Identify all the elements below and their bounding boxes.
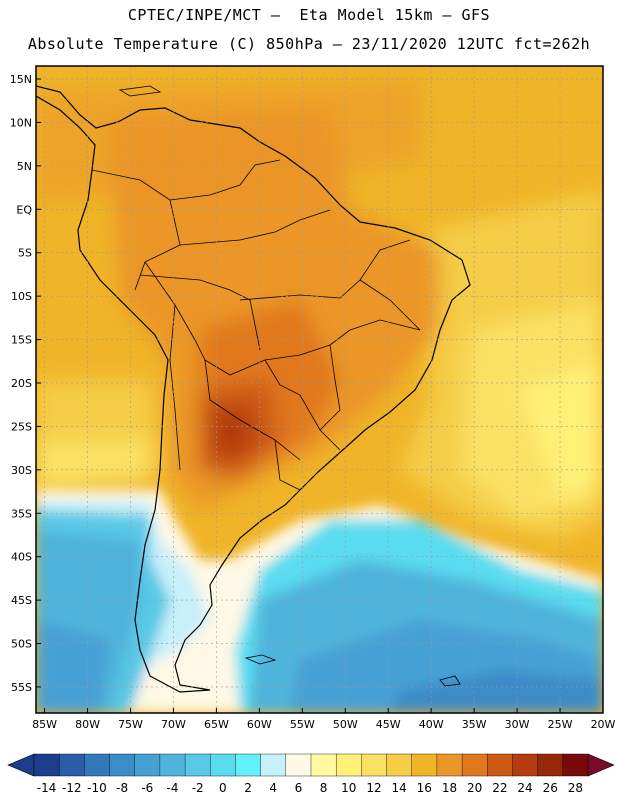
colorbar-swatch bbox=[361, 753, 388, 777]
south-america-coastline bbox=[36, 85, 471, 693]
temperature-field bbox=[36, 66, 603, 713]
lon-label: 65W bbox=[204, 718, 229, 731]
colorbar-label: 16 bbox=[417, 781, 432, 795]
lon-label: 35W bbox=[462, 718, 487, 731]
colorbar-swatch bbox=[134, 753, 161, 777]
country-borders bbox=[91, 159, 421, 491]
colorbar-label: 18 bbox=[442, 781, 457, 795]
colorbar-label: -12 bbox=[62, 781, 82, 795]
lon-label: 20W bbox=[591, 718, 616, 731]
lat-label: 10N bbox=[10, 116, 32, 129]
colorbar-swatch bbox=[461, 753, 488, 777]
lat-label: 55S bbox=[11, 681, 32, 694]
colorbar-label: -2 bbox=[192, 781, 204, 795]
colorbar-label: 20 bbox=[467, 781, 482, 795]
colorbar-label: 26 bbox=[543, 781, 558, 795]
lat-label: 25S bbox=[11, 420, 32, 433]
colorbar-label: 4 bbox=[269, 781, 277, 795]
colorbar-label: -10 bbox=[87, 781, 107, 795]
chart-title: CPTEC/INPE/MCT – Eta Model 15km – GFS bbox=[127, 6, 491, 24]
lat-label: EQ bbox=[16, 203, 32, 216]
colorbar-swatch bbox=[436, 753, 463, 777]
colorbar-swatch bbox=[235, 753, 262, 777]
colorbar-label: 28 bbox=[568, 781, 583, 795]
colorbar-label: -8 bbox=[116, 781, 128, 795]
colorbar-swatch bbox=[159, 753, 186, 777]
lon-label: 70W bbox=[161, 718, 186, 731]
colorbar-swatch bbox=[260, 753, 287, 777]
colorbar-label: 14 bbox=[391, 781, 406, 795]
lat-label: 45S bbox=[11, 594, 32, 607]
lon-label: 25W bbox=[548, 718, 573, 731]
colorbar-swatch bbox=[184, 753, 211, 777]
colorbar-swatch bbox=[386, 753, 413, 777]
colorbar-swatch bbox=[84, 753, 111, 777]
colorbar-swatch bbox=[562, 753, 589, 777]
lon-label: 80W bbox=[75, 718, 100, 731]
temperature-colorbar: -14 -12 -10 -8 -6 -4 -2 0 2 4 6 8 10 12 14 16 18 20 22 24 26… bbox=[7, 753, 615, 795]
map-frame bbox=[35, 65, 604, 714]
lon-label: 45W bbox=[376, 718, 401, 731]
lat-label: 15S bbox=[11, 334, 32, 347]
colorbar-label: 0 bbox=[219, 781, 227, 795]
colorbar-swatch bbox=[210, 753, 237, 777]
colorbar-swatch bbox=[411, 753, 438, 777]
colorbar-label: -14 bbox=[37, 781, 57, 795]
chart-subtitle: Absolute Temperature (C) 850hPa – 23/11/… bbox=[27, 35, 591, 53]
lon-label: 75W bbox=[118, 718, 143, 731]
lon-label: 40W bbox=[419, 718, 444, 731]
colorbar-swatch bbox=[487, 753, 514, 777]
lat-label: 40S bbox=[11, 551, 32, 564]
lon-label: 30W bbox=[505, 718, 530, 731]
lon-label: 85W bbox=[32, 718, 57, 731]
colorbar-label: 24 bbox=[517, 781, 532, 795]
lat-label: 5N bbox=[17, 160, 32, 173]
latitude-labels: 15N 10N 5N EQ 5S 10S 15S 20S 25S 30S 35S 40S 45S 50S 5… bbox=[10, 73, 33, 694]
colorbar-label: 2 bbox=[244, 781, 252, 795]
longitude-labels: 85W 80W 75W 70W 65W 60W 55W 50W 45W 40W 35W 30W 25W 2… bbox=[32, 718, 615, 731]
colorbar-swatch bbox=[58, 753, 85, 777]
colorbar-swatch bbox=[335, 753, 362, 777]
colorbar-swatch bbox=[310, 753, 337, 777]
lat-label: 35S bbox=[11, 507, 32, 520]
lon-label: 60W bbox=[247, 718, 272, 731]
colorbar-label: 8 bbox=[320, 781, 328, 795]
lat-label: 20S bbox=[11, 377, 32, 390]
lon-label: 55W bbox=[290, 718, 315, 731]
colorbar-label: -6 bbox=[141, 781, 153, 795]
lat-label: 5S bbox=[18, 247, 32, 260]
lat-lon-gridlines bbox=[36, 66, 604, 713]
colorbar-label: -4 bbox=[167, 781, 179, 795]
colorbar-label: 22 bbox=[492, 781, 507, 795]
colorbar-swatch bbox=[33, 753, 60, 777]
colorbar-min-arrow bbox=[7, 753, 35, 777]
colorbar-swatch bbox=[537, 753, 564, 777]
colorbar-label: 12 bbox=[366, 781, 381, 795]
lat-label: 30S bbox=[11, 464, 32, 477]
lat-label: 10S bbox=[11, 290, 32, 303]
lat-label: 50S bbox=[11, 638, 32, 651]
colorbar-swatch bbox=[512, 753, 539, 777]
colorbar-label: 6 bbox=[295, 781, 303, 795]
colorbar-swatch bbox=[285, 753, 312, 777]
lat-label: 15N bbox=[10, 73, 32, 86]
colorbar-max-arrow bbox=[587, 753, 615, 777]
colorbar-label: 10 bbox=[341, 781, 356, 795]
colorbar-swatch bbox=[109, 753, 136, 777]
lon-label: 50W bbox=[333, 718, 358, 731]
